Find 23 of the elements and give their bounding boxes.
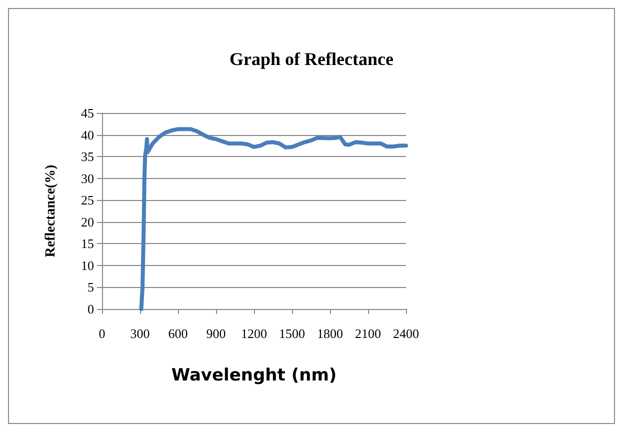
y-tick-label: 40 [81, 127, 94, 142]
chart-title: Graph of Reflectance [230, 49, 394, 69]
y-tick-label: 30 [81, 170, 94, 186]
x-tick-label: 0 [98, 326, 106, 341]
x-tick-label: 1200 [241, 326, 267, 341]
x-axis-title: Wavelenght (nm) [171, 366, 337, 386]
y-tick-label: 5 [88, 280, 94, 295]
y-tick-label: 20 [81, 214, 94, 230]
y-tick-label: 15 [81, 236, 94, 252]
y-tick-label: 10 [81, 258, 94, 273]
x-tick-label: 300 [130, 326, 150, 341]
x-tick-label: 2400 [393, 326, 419, 341]
x-tick-label: 2100 [355, 326, 381, 341]
x-tick-label: 600 [168, 326, 188, 341]
y-axis-title: Reflectance(%) [44, 164, 58, 258]
x-tick-label: 1500 [279, 326, 305, 341]
x-tick-label: 900 [206, 326, 226, 341]
line-series [139, 127, 408, 311]
x-tick-label: 1800 [317, 326, 343, 341]
y-tick-label: 25 [81, 192, 94, 208]
y-tick-label: 35 [81, 149, 94, 164]
y-tick-label: 45 [81, 106, 94, 120]
y-tick-label: 0 [88, 302, 94, 316]
